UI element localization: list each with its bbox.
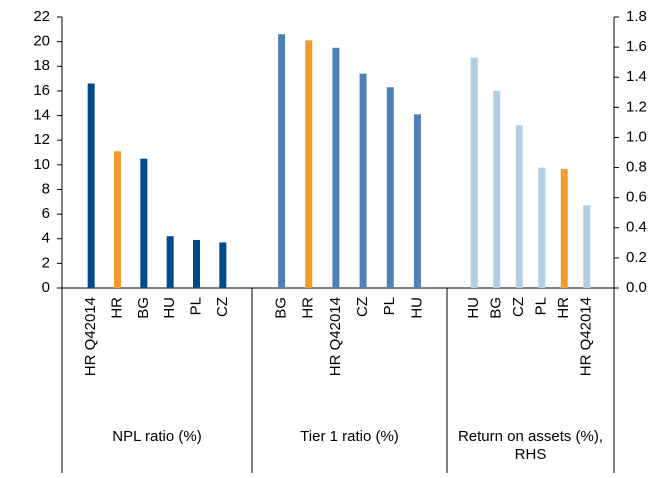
y2-tick-label: 1.0 [626,128,647,145]
bar [193,239,200,288]
group-label-box: Tier 1 ratio (%) [300,428,399,445]
y2-tick-label: 1.8 [626,8,647,25]
y2-tick-label: 0.2 [626,249,647,266]
x-tick-label: PL [533,297,550,315]
y2-tick-label: 0.4 [626,219,647,236]
x-tick-label: HR [108,297,125,319]
bar [493,90,501,289]
bar [219,242,227,288]
x-tick-label: CZ [510,297,527,317]
y-tick-label: 22 [33,8,50,25]
y2-tick-label: 1.4 [626,68,647,85]
bar [538,167,546,288]
x-tick-label: HU [161,297,178,319]
bar [359,73,367,288]
y-tick-label: 0 [42,279,50,296]
group-label: NPL ratio (%) [112,428,202,445]
x-tick-label: HR Q42014 [82,297,99,376]
x-tick-label: PL [381,297,398,315]
y-tick-label: 8 [42,180,50,197]
x-tick-label: CZ [354,297,371,317]
y-tick-label: 6 [42,205,50,222]
y2-tick-label: 0.0 [626,279,647,296]
y2-tick-label: 0.8 [626,159,647,176]
y-tick-label: 20 [33,33,50,50]
x-tick-label: HR [300,297,317,319]
bar [166,236,174,288]
bar [386,87,394,288]
bar [515,125,523,289]
group-label: Tier 1 ratio (%) [300,428,399,445]
bar [87,83,95,288]
group-label: Return on assets (%), RHS [457,428,604,463]
x-tick-label: HU [465,297,482,319]
bar [470,57,478,289]
y-tick-label: 4 [42,230,50,247]
y2-tick-label: 1.6 [626,38,647,55]
group-label-box: Return on assets (%), RHS [457,428,604,463]
bar [140,158,148,288]
x-tick-label: HR Q42014 [327,297,344,376]
bar [332,47,340,288]
group-label-box: NPL ratio (%) [112,428,202,445]
bar [560,169,568,288]
x-tick-label: PL [187,297,204,315]
bar [413,114,421,289]
x-tick-label: HU [408,297,425,319]
y2-tick-label: 1.2 [626,98,647,115]
x-tick-label: BG [488,297,505,319]
y-tick-label: 14 [33,107,50,124]
y-tick-label: 10 [33,156,50,173]
x-tick-label: CZ [214,297,231,317]
y-tick-label: 16 [33,82,50,99]
x-tick-label: HR [555,297,572,319]
bar [305,40,313,289]
y-tick-label: 2 [42,254,50,271]
bar [583,205,591,288]
x-tick-label: BG [273,297,290,319]
x-tick-label: HR Q42014 [578,297,595,376]
x-tick-label: BG [135,297,152,319]
y-tick-label: 12 [33,131,50,148]
bar [278,34,286,288]
y-tick-label: 18 [33,57,50,74]
bar [114,151,121,288]
y2-tick-label: 0.6 [626,189,647,206]
